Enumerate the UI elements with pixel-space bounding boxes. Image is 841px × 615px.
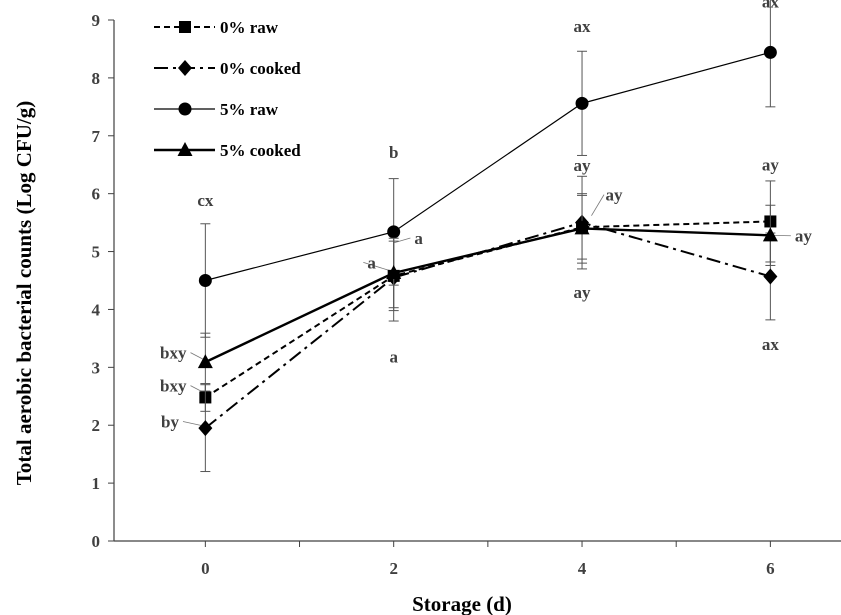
- series-5-raw: [198, 0, 777, 338]
- significance-label: bxy: [160, 377, 187, 396]
- y-tick-label: 0: [92, 532, 101, 551]
- data-point: [198, 274, 212, 287]
- y-tick-label: 9: [92, 11, 101, 30]
- y-tick-label: 7: [92, 127, 101, 146]
- legend-label: 0% raw: [220, 18, 279, 37]
- annotation-leader: [393, 237, 411, 244]
- significance-label: a: [367, 253, 376, 272]
- legend-marker: [177, 142, 193, 156]
- significance-label: ay: [762, 156, 780, 175]
- legend-label: 5% cooked: [220, 141, 301, 160]
- y-tick-label: 5: [92, 243, 101, 262]
- data-point: [575, 96, 589, 110]
- x-tick-label: 6: [766, 559, 775, 578]
- axes: 0 1 2 3 4 5 6 7 8 9 0 2 4 6: [92, 11, 841, 578]
- legend: 0% raw 0% cooked 5% raw 5% cooked: [154, 18, 301, 160]
- significance-label: ax: [574, 17, 592, 36]
- x-tick-label: 0: [201, 559, 210, 578]
- legend-marker: [178, 102, 192, 116]
- significance-label: bxy: [160, 344, 187, 363]
- series-0-cooked: [198, 175, 778, 473]
- significance-label: b: [389, 143, 398, 162]
- significance-label: ax: [762, 335, 780, 354]
- series-5-cooked: [197, 193, 778, 392]
- legend-marker: [179, 21, 191, 33]
- y-tick-label: 8: [92, 69, 101, 88]
- data-point: [574, 220, 590, 235]
- data-point: [387, 225, 401, 239]
- significance-label: ay: [795, 227, 813, 246]
- series-line: [204, 221, 771, 429]
- legend-marker: [178, 60, 192, 76]
- significance-label: ay: [574, 283, 592, 302]
- y-tick-label: 2: [92, 416, 101, 435]
- y-tick-label: 3: [92, 358, 101, 377]
- y-tick-label: 6: [92, 185, 101, 204]
- legend-label: 5% raw: [220, 100, 279, 119]
- data-point: [762, 227, 778, 242]
- significance-label: a: [414, 229, 423, 248]
- x-tick-label: 4: [578, 559, 587, 578]
- x-tick-label: 2: [389, 559, 398, 578]
- significance-label: ay: [606, 186, 624, 205]
- series-0-raw: [199, 180, 777, 412]
- y-tick-label: 1: [92, 474, 101, 493]
- annotation-leader: [591, 194, 605, 216]
- significance-label: ay: [574, 156, 592, 175]
- significance-label: by: [161, 413, 179, 432]
- data-point: [386, 264, 402, 279]
- data-point: [197, 354, 213, 369]
- series-line: [204, 220, 771, 399]
- y-axis-title: Total aerobic bacterial counts (Log CFU/…: [12, 101, 36, 485]
- data-point: [763, 45, 777, 59]
- y-tick-label: 4: [92, 300, 101, 319]
- data-point: [198, 420, 213, 437]
- legend-label: 0% cooked: [220, 59, 301, 78]
- x-axis-title: Storage (d): [412, 592, 512, 615]
- series-line: [204, 227, 771, 364]
- significance-label: a: [389, 348, 398, 367]
- significance-label: cx: [197, 191, 214, 210]
- data-point: [763, 268, 778, 285]
- series-line: [205, 51, 771, 282]
- series-group: [197, 0, 778, 473]
